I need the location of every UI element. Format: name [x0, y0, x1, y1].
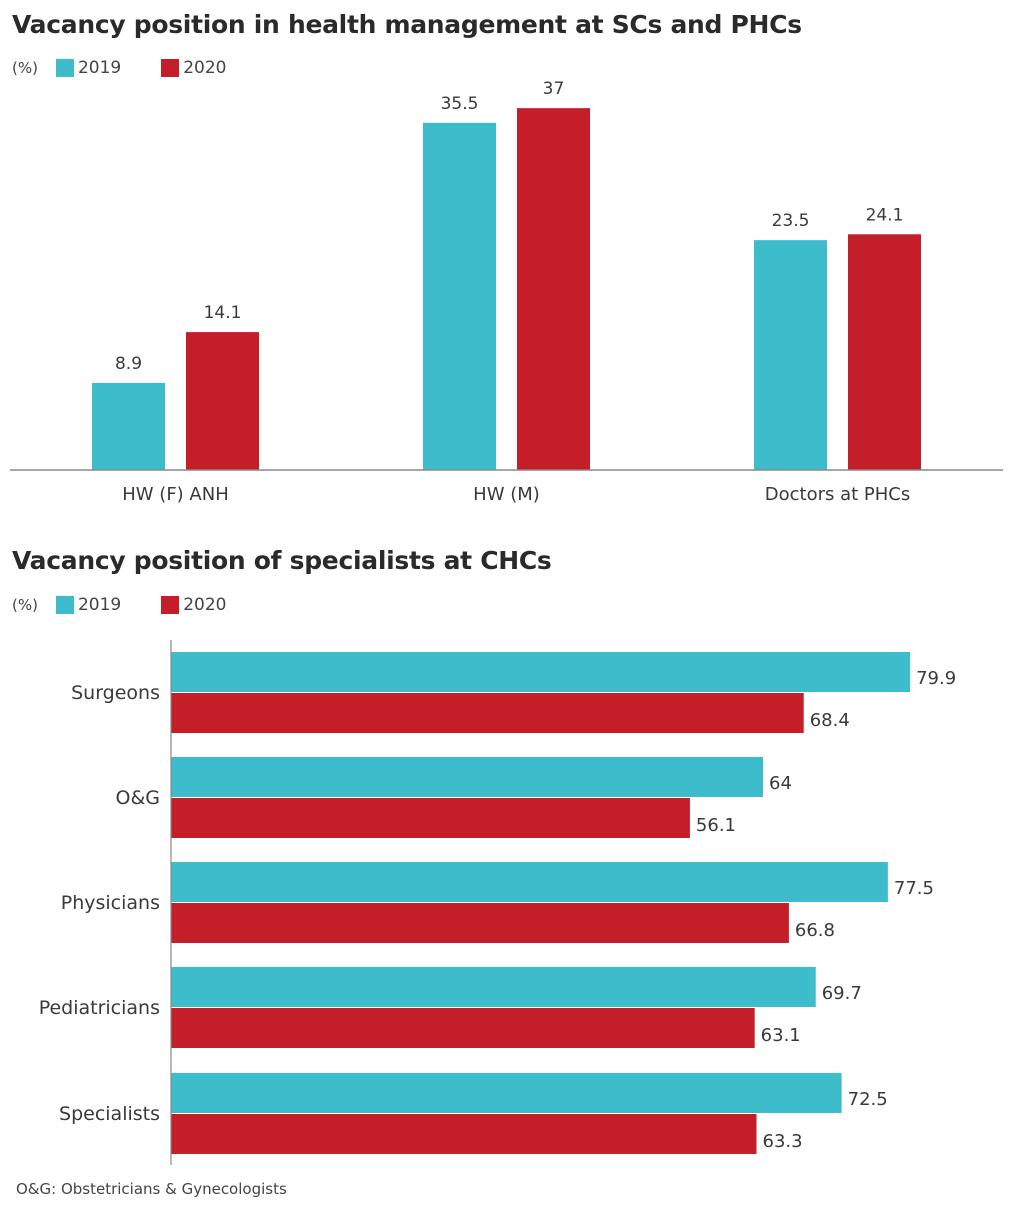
legend-label-2020: 2020 [183, 58, 227, 78]
bar-2019-2 [171, 862, 888, 902]
data-label-2020-0: 14.1 [204, 303, 242, 323]
bar-2019-0 [92, 382, 165, 470]
y-tick-label-0: Surgeons [71, 682, 160, 704]
data-label-2019-0: 79.9 [916, 668, 956, 689]
chart2-legend: (%) 2019 2020 [12, 595, 267, 615]
bar-2019-4 [171, 1073, 842, 1113]
data-label-2020-2: 24.1 [866, 205, 904, 225]
x-tick-label-0: HW (F) ANH [122, 484, 229, 505]
data-label-2020-2: 66.8 [795, 920, 835, 941]
data-label-2019-2: 23.5 [772, 211, 810, 231]
data-label-2020-4: 63.3 [763, 1131, 803, 1152]
data-label-2020-1: 37 [543, 79, 565, 99]
bar-2020-4 [171, 1114, 757, 1154]
data-label-2020-0: 68.4 [810, 710, 850, 731]
data-label-2020-3: 63.1 [761, 1025, 801, 1046]
chart1-unit-label: (%) [12, 59, 38, 77]
legend-label-2019: 2019 [77, 595, 122, 615]
bar-2019-3 [171, 967, 816, 1007]
bar-2019-2 [754, 240, 827, 470]
chart1-vacancy-scs-phcs: 8.9 14.1 HW (F) ANH 35.5 37 HW (M) 23.5 24.1 Doc… [10, 79, 1003, 505]
y-tick-label-1: O&G [116, 787, 161, 809]
legend-swatch-2019 [55, 59, 74, 77]
bar-2020-2 [171, 903, 789, 943]
data-label-2019-4: 72.5 [848, 1089, 888, 1110]
data-label-2020-1: 56.1 [696, 815, 736, 836]
chart2-vacancy-specialists-chcs: 79.9 68.4 Surgeons 64 56.1 O&G 77.5 66.8 Physici… [39, 640, 956, 1165]
data-label-2019-1: 64 [769, 773, 792, 794]
bar-2020-2 [848, 234, 921, 470]
legend-swatch-2020 [161, 596, 180, 614]
legend-label-2019: 2019 [77, 58, 122, 78]
chart2-title: Vacancy position of specialists at CHCs [12, 546, 552, 575]
chart2-unit-label: (%) [12, 596, 38, 614]
bar-2019-0 [171, 652, 911, 692]
data-label-2019-0: 8.9 [115, 354, 142, 374]
footnote: O&G: Obstetricians & Gynecologists [16, 1180, 287, 1198]
bar-2020-0 [171, 693, 804, 733]
x-tick-label-1: HW (M) [473, 484, 540, 505]
legend-label-2020: 2020 [183, 595, 227, 615]
y-tick-label-3: Pediatricians [39, 997, 160, 1019]
legend-swatch-2020 [161, 59, 180, 77]
chart1-title: Vacancy position in health management at… [12, 10, 802, 39]
data-label-2019-1: 35.5 [441, 94, 479, 114]
bar-2019-1 [171, 757, 763, 797]
x-tick-label-2: Doctors at PHCs [765, 484, 911, 505]
legend-swatch-2019 [55, 596, 74, 614]
y-tick-label-4: Specialists [59, 1103, 160, 1125]
data-label-2019-2: 77.5 [894, 878, 934, 899]
bar-2020-3 [171, 1008, 755, 1048]
chart1-legend: (%) 2019 2020 [12, 58, 267, 78]
bar-2020-1 [171, 798, 690, 838]
bar-2019-1 [423, 122, 496, 470]
bar-2020-1 [517, 108, 590, 470]
data-label-2019-3: 69.7 [822, 983, 862, 1004]
bar-2020-0 [186, 332, 259, 470]
y-tick-label-2: Physicians [61, 892, 160, 914]
